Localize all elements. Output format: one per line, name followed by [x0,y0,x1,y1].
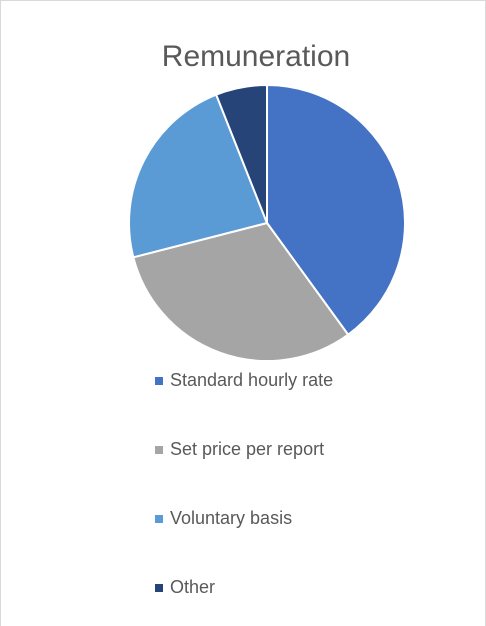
legend-swatch [155,584,163,592]
pie-slice [128,93,269,259]
legend-label: Set price per report [170,439,324,459]
legend-label: Voluntary basis [170,508,292,528]
pie-slice [266,83,406,337]
pie-slice [132,221,350,362]
legend-swatch [155,515,163,523]
legend-swatch [155,446,163,454]
legend-swatch [155,377,163,385]
chart-title: Remuneration [162,40,350,73]
legend-label: Standard hourly rate [170,370,333,390]
legend-label: Other [170,577,215,597]
pie-slice [214,83,268,224]
